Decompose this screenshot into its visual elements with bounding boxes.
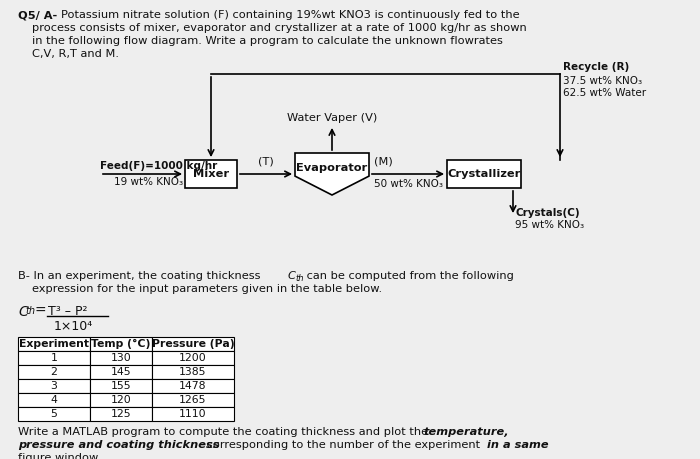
Text: 2: 2 [50,367,57,377]
Text: 155: 155 [111,381,132,391]
Text: th: th [25,306,35,316]
Text: 125: 125 [111,409,132,419]
Text: 1200: 1200 [179,353,207,363]
Text: Experiment: Experiment [19,339,89,349]
Text: (M): (M) [374,156,393,166]
Text: Feed(F)=1000 kg/hr: Feed(F)=1000 kg/hr [100,161,217,171]
Bar [18,351,90,365]
Text: Crystallizer: Crystallizer [447,169,521,179]
Polygon shape [295,153,369,195]
FancyBboxPatch shape [95,69,670,269]
Bar [18,379,90,393]
Text: Crystals(C): Crystals(C) [515,208,580,218]
Text: th: th [295,274,304,283]
Text: 1×10⁴: 1×10⁴ [54,320,93,333]
Text: Evaporator: Evaporator [296,163,368,173]
Bar [90,379,152,393]
Text: 1: 1 [50,353,57,363]
Text: 50 wt% KNO₃: 50 wt% KNO₃ [374,179,442,189]
Text: 37.5 wt% KNO₃: 37.5 wt% KNO₃ [563,76,642,86]
Bar [18,407,90,421]
Bar [90,393,152,407]
Text: 19 wt% KNO₃: 19 wt% KNO₃ [114,177,183,187]
Bar [90,407,152,421]
Text: Temp (°C): Temp (°C) [91,339,150,349]
Text: (T): (T) [258,156,274,166]
Text: 1385: 1385 [179,367,206,377]
Text: 5: 5 [50,409,57,419]
Bar [18,337,90,351]
Text: in the following flow diagram. Write a program to calculate the unknown flowrate: in the following flow diagram. Write a p… [32,36,503,46]
Text: C: C [18,305,28,319]
Bar [152,351,234,365]
Text: C,V, R,T and M.: C,V, R,T and M. [32,49,119,59]
Text: Q5/ A-: Q5/ A- [18,10,62,20]
Bar [447,160,521,188]
Text: T³ – P²: T³ – P² [48,305,88,318]
Text: expression for the input parameters given in the table below.: expression for the input parameters give… [32,284,382,294]
Text: 62.5 wt% Water: 62.5 wt% Water [563,88,646,98]
Bar [90,365,152,379]
Text: Potassium nitrate solution (F) containing 19%wt KNO3 is continuously fed to the: Potassium nitrate solution (F) containin… [61,10,519,20]
Text: 4: 4 [50,395,57,405]
Bar [18,393,90,407]
Text: Write a MATLAB program to compute the coating thickness and plot the: Write a MATLAB program to compute the co… [18,427,432,437]
Text: 1478: 1478 [179,381,206,391]
Text: figure window.: figure window. [18,453,101,459]
Bar [90,337,152,351]
Text: Pressure (Pa): Pressure (Pa) [152,339,234,349]
Bar [90,351,152,365]
Text: B- In an experiment, the coating thickness: B- In an experiment, the coating thickne… [18,271,264,281]
Text: =: = [34,304,46,318]
Text: Water Vaper (V): Water Vaper (V) [287,113,377,123]
Text: pressure and coating thickness: pressure and coating thickness [18,440,220,450]
Bar [18,365,90,379]
Text: process consists of mixer, evaporator and crystallizer at a rate of 1000 kg/hr a: process consists of mixer, evaporator an… [32,23,526,33]
Text: C: C [288,271,296,281]
Bar [152,379,234,393]
Text: 1265: 1265 [179,395,206,405]
Text: 145: 145 [111,367,132,377]
Bar [152,393,234,407]
Text: 130: 130 [111,353,132,363]
Text: 95 wt% KNO₃: 95 wt% KNO₃ [515,220,584,230]
Text: corresponding to the number of the experiment: corresponding to the number of the exper… [203,440,484,450]
Text: in a same: in a same [487,440,549,450]
Bar [152,337,234,351]
Bar [185,160,237,188]
Text: Mixer: Mixer [193,169,229,179]
Text: temperature,: temperature, [424,427,510,437]
Text: 3: 3 [50,381,57,391]
Text: 1110: 1110 [179,409,206,419]
Text: Recycle (R): Recycle (R) [563,62,629,72]
Bar [152,407,234,421]
Text: can be computed from the following: can be computed from the following [303,271,514,281]
Bar [152,365,234,379]
Text: 120: 120 [111,395,132,405]
